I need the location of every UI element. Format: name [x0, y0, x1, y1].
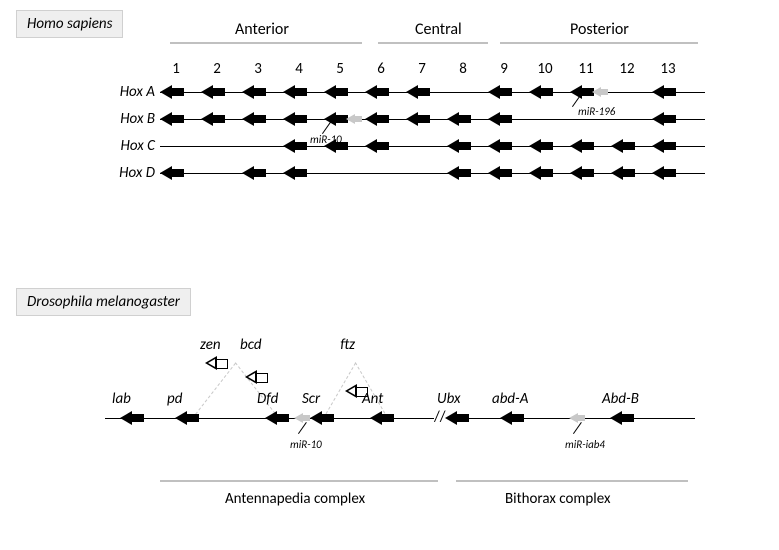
mirna-arrow-HoxB — [346, 114, 355, 124]
hox-gene-HoxA-5 — [324, 85, 336, 99]
hox-gene-HoxC-4 — [283, 139, 295, 153]
hox-gene-HoxA-3 — [242, 85, 254, 99]
hox-gene-HoxC-8 — [447, 139, 459, 153]
dros-gene-Dfd — [265, 411, 277, 425]
hox-gene-HoxD-3 — [242, 166, 254, 180]
group-line-posterior — [500, 42, 698, 44]
group-label-posterior: Posterior — [570, 20, 629, 39]
dros-gene-label-abd-A: abd-A — [492, 390, 528, 408]
group-label-anterior: Anterior — [235, 20, 289, 39]
hollow-gene-label-bcd: bcd — [240, 336, 262, 354]
hox-gene-HoxA-4 — [283, 85, 295, 99]
col-num-1: 1 — [164, 60, 188, 78]
dros-gene-pd — [175, 411, 187, 425]
hox-gene-HoxD-10 — [529, 166, 541, 180]
complex-line-bithorax — [456, 480, 688, 482]
hollow-gene-label-zen: zen — [200, 336, 221, 354]
col-num-13: 13 — [656, 60, 680, 78]
dros-gene-label-Abd-B: Abd-B — [602, 390, 639, 408]
col-num-3: 3 — [246, 60, 270, 78]
hox-gene-HoxD-12 — [611, 166, 623, 180]
species-box-homo: Homo sapiens — [16, 10, 123, 38]
mir-label-mir-10: miR-10 — [310, 133, 342, 146]
hox-gene-HoxD-1 — [160, 166, 172, 180]
col-num-7: 7 — [410, 60, 434, 78]
col-num-6: 6 — [369, 60, 393, 78]
col-num-9: 9 — [492, 60, 516, 78]
hox-gene-HoxA-1 — [160, 85, 172, 99]
dros-mir-label-miR-iab4: miR-iab4 — [565, 438, 605, 451]
dros-gene-label-lab: lab — [112, 390, 131, 408]
col-num-2: 2 — [205, 60, 229, 78]
line-break-icon: // — [434, 408, 446, 426]
hox-gene-HoxD-8 — [447, 166, 459, 180]
dros-gene-Ubx — [445, 411, 457, 425]
hox-gene-HoxD-11 — [570, 166, 582, 180]
hox-gene-HoxD-9 — [488, 166, 500, 180]
hox-gene-HoxB-3 — [242, 112, 254, 126]
hollow-gene-ftz — [345, 384, 357, 398]
col-num-11: 11 — [574, 60, 598, 78]
hox-gene-HoxC-10 — [529, 139, 541, 153]
hox-gene-HoxA-10 — [529, 85, 541, 99]
hox-gene-HoxB-13 — [652, 112, 664, 126]
col-num-5: 5 — [328, 60, 352, 78]
hox-gene-HoxC-11 — [570, 139, 582, 153]
dros-gene-label-Ubx: Ubx — [437, 390, 461, 408]
col-num-8: 8 — [451, 60, 475, 78]
hox-gene-HoxC-9 — [488, 139, 500, 153]
hollow-gene-bcd — [245, 370, 257, 384]
hox-gene-HoxB-8 — [447, 112, 459, 126]
mir-pointer-0 — [580, 95, 592, 107]
hox-gene-HoxA-13 — [652, 85, 664, 99]
hox-gene-HoxA-9 — [488, 85, 500, 99]
col-num-4: 4 — [287, 60, 311, 78]
group-label-central: Central — [415, 20, 462, 39]
hox-gene-HoxB-2 — [201, 112, 213, 126]
dros-gene-label-Scr: Scr — [302, 390, 320, 408]
hox-gene-HoxB-7 — [406, 112, 418, 126]
complex-label-bithorax: Bithorax complex — [505, 490, 610, 508]
dros-gene-lab — [120, 411, 132, 425]
hox-gene-HoxA-2 — [201, 85, 213, 99]
hollow-gene-zen — [205, 356, 217, 370]
hox-gene-HoxB-9 — [488, 112, 500, 126]
row-label-hoxb: Hox B — [95, 110, 155, 128]
dros-mir-pointer-miR-iab4 — [581, 422, 593, 434]
dros-mir-pointer-miR-10 — [306, 422, 318, 434]
mirna-arrow-HoxA — [592, 87, 601, 97]
dros-gene-label-Ant: Ant — [362, 390, 383, 408]
col-num-10: 10 — [533, 60, 557, 78]
hox-gene-HoxB-1 — [160, 112, 172, 126]
dros-mir-label-miR-10: miR-10 — [290, 438, 322, 451]
group-line-anterior — [170, 42, 362, 44]
complex-label-antennapedia: Antennapedia complex — [225, 490, 365, 508]
row-label-hoxc: Hox C — [95, 137, 155, 155]
dros-gene-label-pd: pd — [167, 390, 182, 408]
col-num-12: 12 — [615, 60, 639, 78]
hox-gene-HoxD-13 — [652, 166, 664, 180]
complex-line-antennapedia — [160, 480, 438, 482]
dros-gene-Abd-B — [610, 411, 622, 425]
dros-gene-Ant — [370, 411, 382, 425]
dros-gene-label-Dfd: Dfd — [257, 390, 278, 408]
mir-pointer-1 — [330, 122, 342, 134]
dros-gene-abd-A — [500, 411, 512, 425]
species-box-dros: Drosophila melanogaster — [16, 288, 191, 316]
hox-gene-HoxC-6 — [365, 139, 377, 153]
dros-mir-arrow-miR-iab4 — [569, 413, 578, 423]
row-label-hoxa: Hox A — [95, 83, 155, 101]
hox-gene-HoxB-6 — [365, 112, 377, 126]
row-label-hoxd: Hox D — [95, 164, 155, 182]
hox-gene-HoxA-6 — [365, 85, 377, 99]
hollow-gene-label-ftz: ftz — [340, 336, 355, 354]
hox-gene-HoxC-13 — [652, 139, 664, 153]
hox-gene-HoxB-4 — [283, 112, 295, 126]
group-line-central — [378, 42, 488, 44]
hox-gene-HoxC-12 — [611, 139, 623, 153]
hox-gene-HoxA-7 — [406, 85, 418, 99]
hox-gene-HoxD-4 — [283, 166, 295, 180]
dros-mir-arrow-miR-10 — [294, 413, 303, 423]
